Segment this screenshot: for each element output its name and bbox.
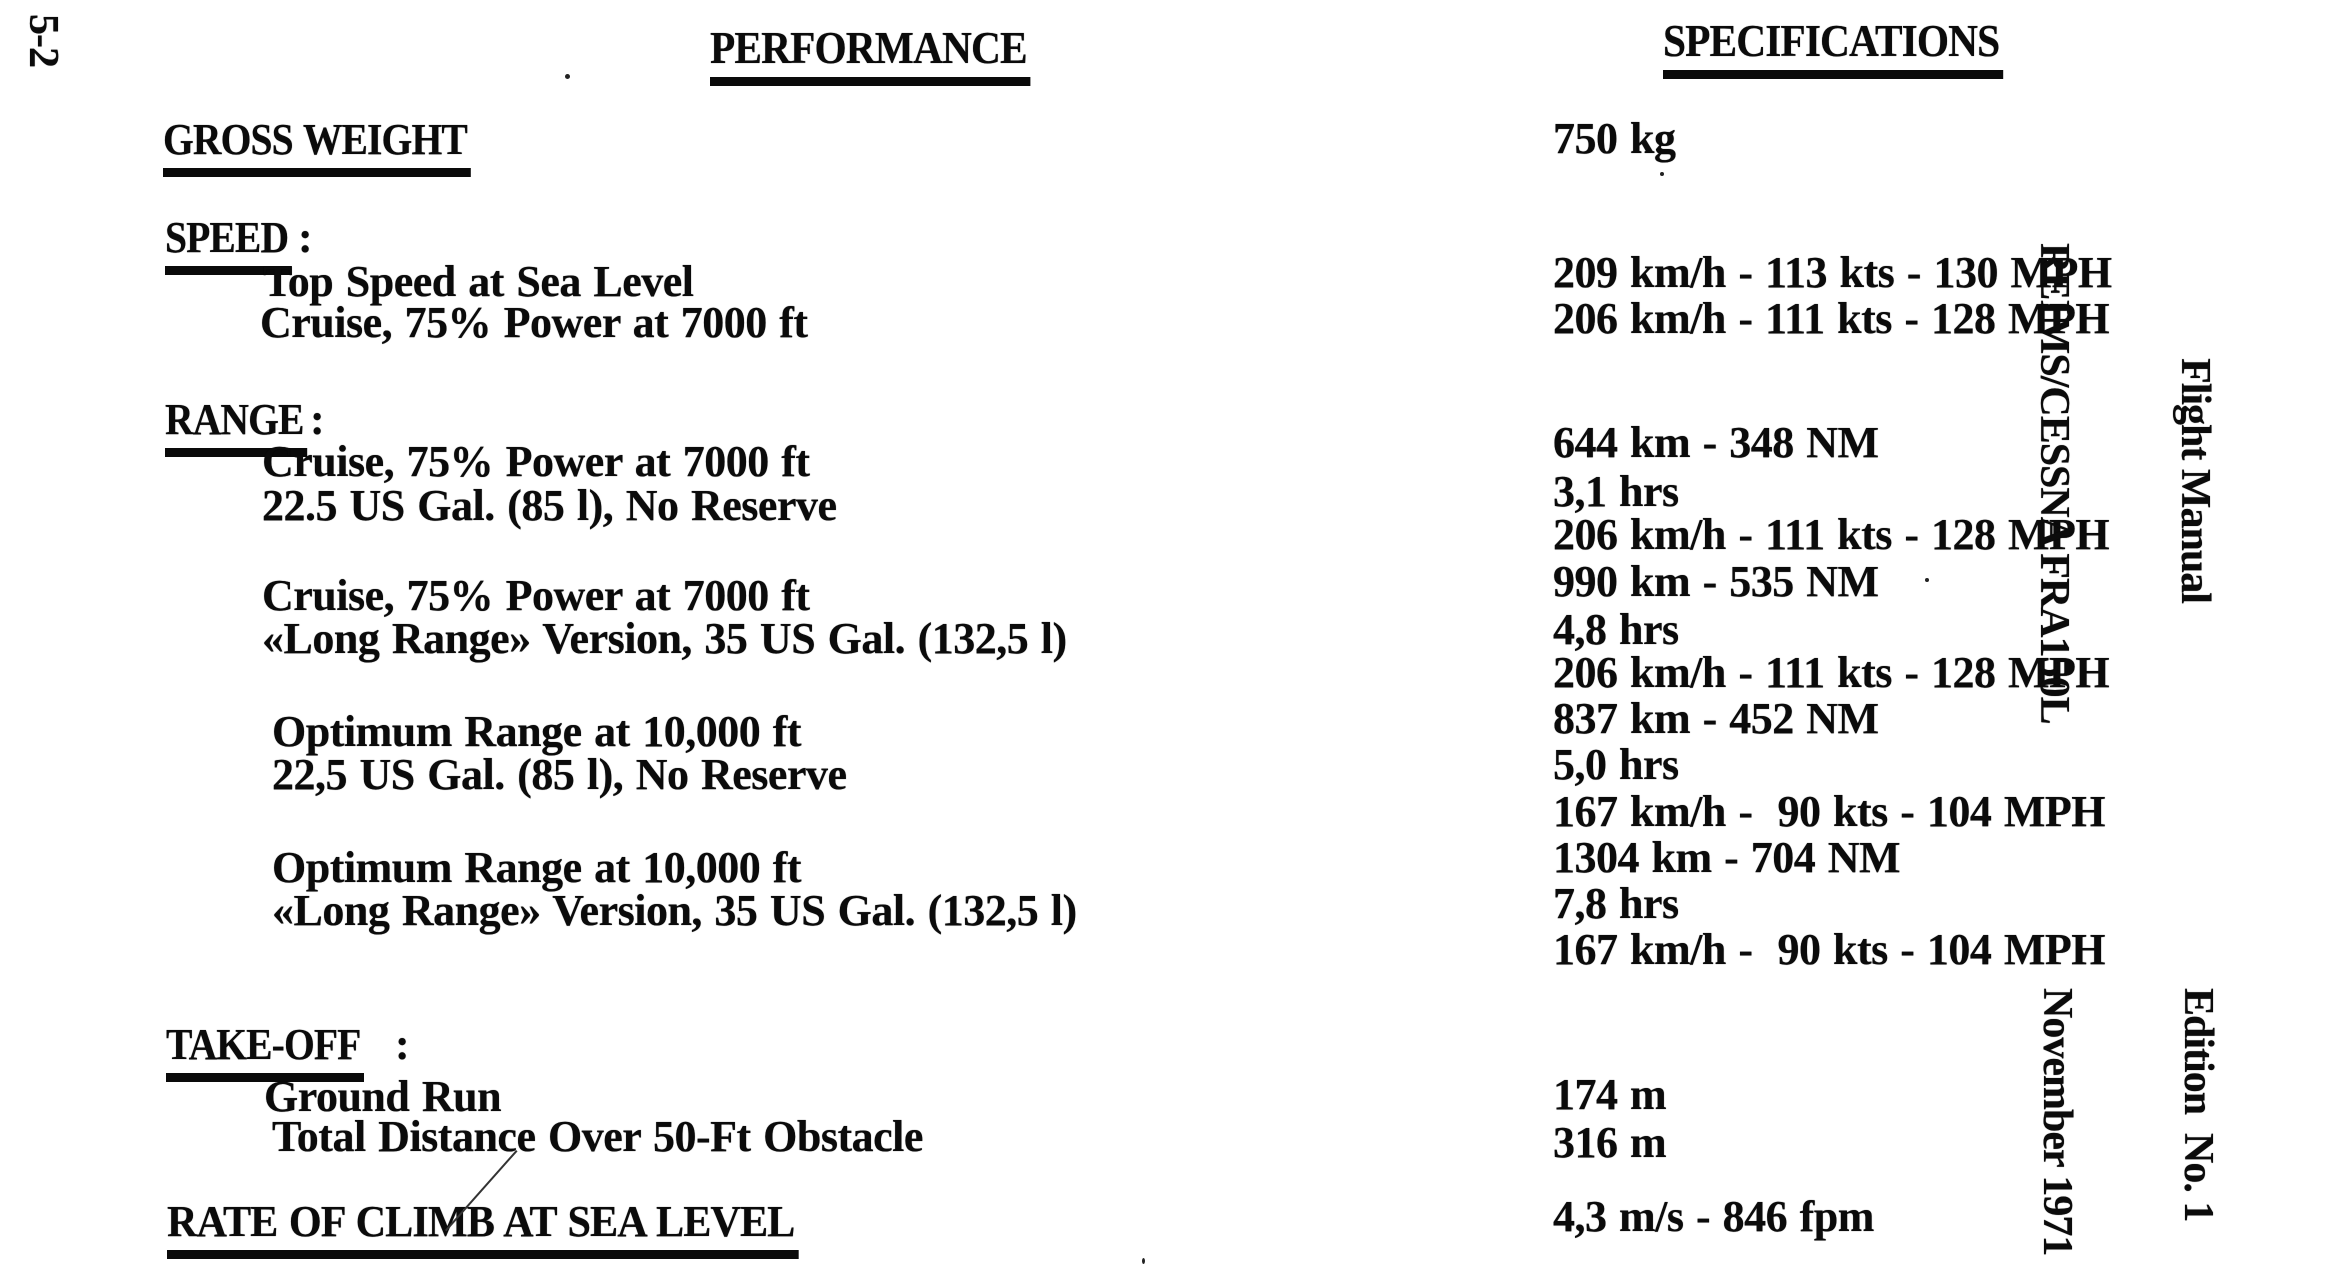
spec-value-rate-of-climb: 4,3 m/s - 846 fpm [1553,1192,1874,1241]
scan-speck [1925,578,1929,582]
range-item: Cruise, 75% Power at 7000 ft [262,571,810,620]
spec-value-range: 837 km - 452 NM [1553,694,1879,743]
gross-weight-label-text: GROSS WEIGHT [163,118,471,177]
range-item: «Long Range» Version, 35 US Gal. (132,5 … [262,614,1067,663]
speed-item: Top Speed at Sea Level [263,257,694,306]
rate-of-climb-label-text: RATE OF CLIMB AT SEA LEVEL [167,1200,799,1259]
range-item: Cruise, 75% Power at 7000 ft [262,437,810,486]
spec-value-take-off: 174 m [1553,1070,1667,1119]
take-off-item: Ground Run [264,1072,502,1121]
spec-value-range: 990 km - 535 NM [1553,557,1879,606]
spec-value-range: 206 km/h - 111 kts - 128 MPH [1553,648,2110,697]
spec-value-range: 1304 km - 704 NM [1553,833,1901,882]
range-item: Optimum Range at 10,000 ft [272,843,802,892]
spec-value-range: 5,0 hrs [1553,740,1679,789]
range-item: «Long Range» Version, 35 US Gal. (132,5 … [272,886,1077,935]
range-label-colon: : [310,395,325,444]
spec-value-range: 167 km/h - 90 kts - 104 MPH [1553,925,2106,974]
performance-header-text: PERFORMANCE [710,25,1031,86]
spec-value-range: 3,1 hrs [1553,467,1679,516]
range-item: Optimum Range at 10,000 ft [272,707,802,756]
spec-value-gross-weight: 750 kg [1553,114,1676,163]
scan-speck [1660,172,1664,176]
spec-value-range: 167 km/h - 90 kts - 104 MPH [1553,787,2106,836]
spec-value-range: 206 km/h - 111 kts - 128 MPH [1553,510,2110,559]
page-number-text: 5-2 [20,14,66,67]
margin-edition-line1: Edition No. 1 [2175,988,2221,1222]
margin-manual-line1: Flight Manual [2172,358,2218,603]
margin-manual-title: Flight Manual REIMS/CESSNA FRA150L [1936,243,2312,724]
scan-speck [565,74,570,79]
spec-value-range: 644 km - 348 NM [1553,418,1879,467]
section-label-rate-of-climb: RATE OF CLIMB AT SEA LEVEL [167,1200,825,1259]
speed-item: Cruise, 75% Power at 7000 ft [260,298,808,347]
take-off-item: Total Distance Over 50-Ft Obstacle [272,1112,923,1161]
performance-header: PERFORMANCE [710,25,1066,86]
spec-value-speed: 206 km/h - 111 kts - 128 MPH [1553,294,2110,343]
take-off-label-text: TAKE-OFF [166,1023,365,1082]
spec-value-take-off: 316 m [1553,1118,1667,1167]
section-label-speed: SPEED: [165,216,313,275]
specifications-header-text: SPECIFICATIONS [1663,18,2003,79]
speed-label-text: SPEED [165,216,292,275]
specifications-header: SPECIFICATIONS [1663,18,2041,79]
section-label-take-off: TAKE-OFF: [166,1023,410,1082]
scan-speck [1142,1258,1145,1264]
speed-label-colon: : [298,213,313,262]
range-item: 22.5 US Gal. (85 l), No Reserve [262,481,837,530]
margin-edition-line2: November 1971 [2034,988,2080,1256]
spec-value-range: 4,8 hrs [1553,605,1679,654]
spec-value-speed: 209 km/h - 113 kts - 130 MPH [1553,248,2112,297]
range-label-text: RANGE [165,398,308,457]
spec-value-range: 7,8 hrs [1553,879,1679,928]
margin-edition-info: Edition No. 1 November 1971 [1939,988,2315,1260]
margin-manual-line2: REIMS/CESSNA FRA150L [2031,243,2077,724]
section-label-range: RANGE: [165,395,325,457]
range-item: 22,5 US Gal. (85 l), No Reserve [272,750,847,799]
take-off-label-colon: : [395,1020,410,1069]
section-label-gross-weight: GROSS WEIGHT [163,118,505,177]
page-number: 5-2 [19,14,66,67]
